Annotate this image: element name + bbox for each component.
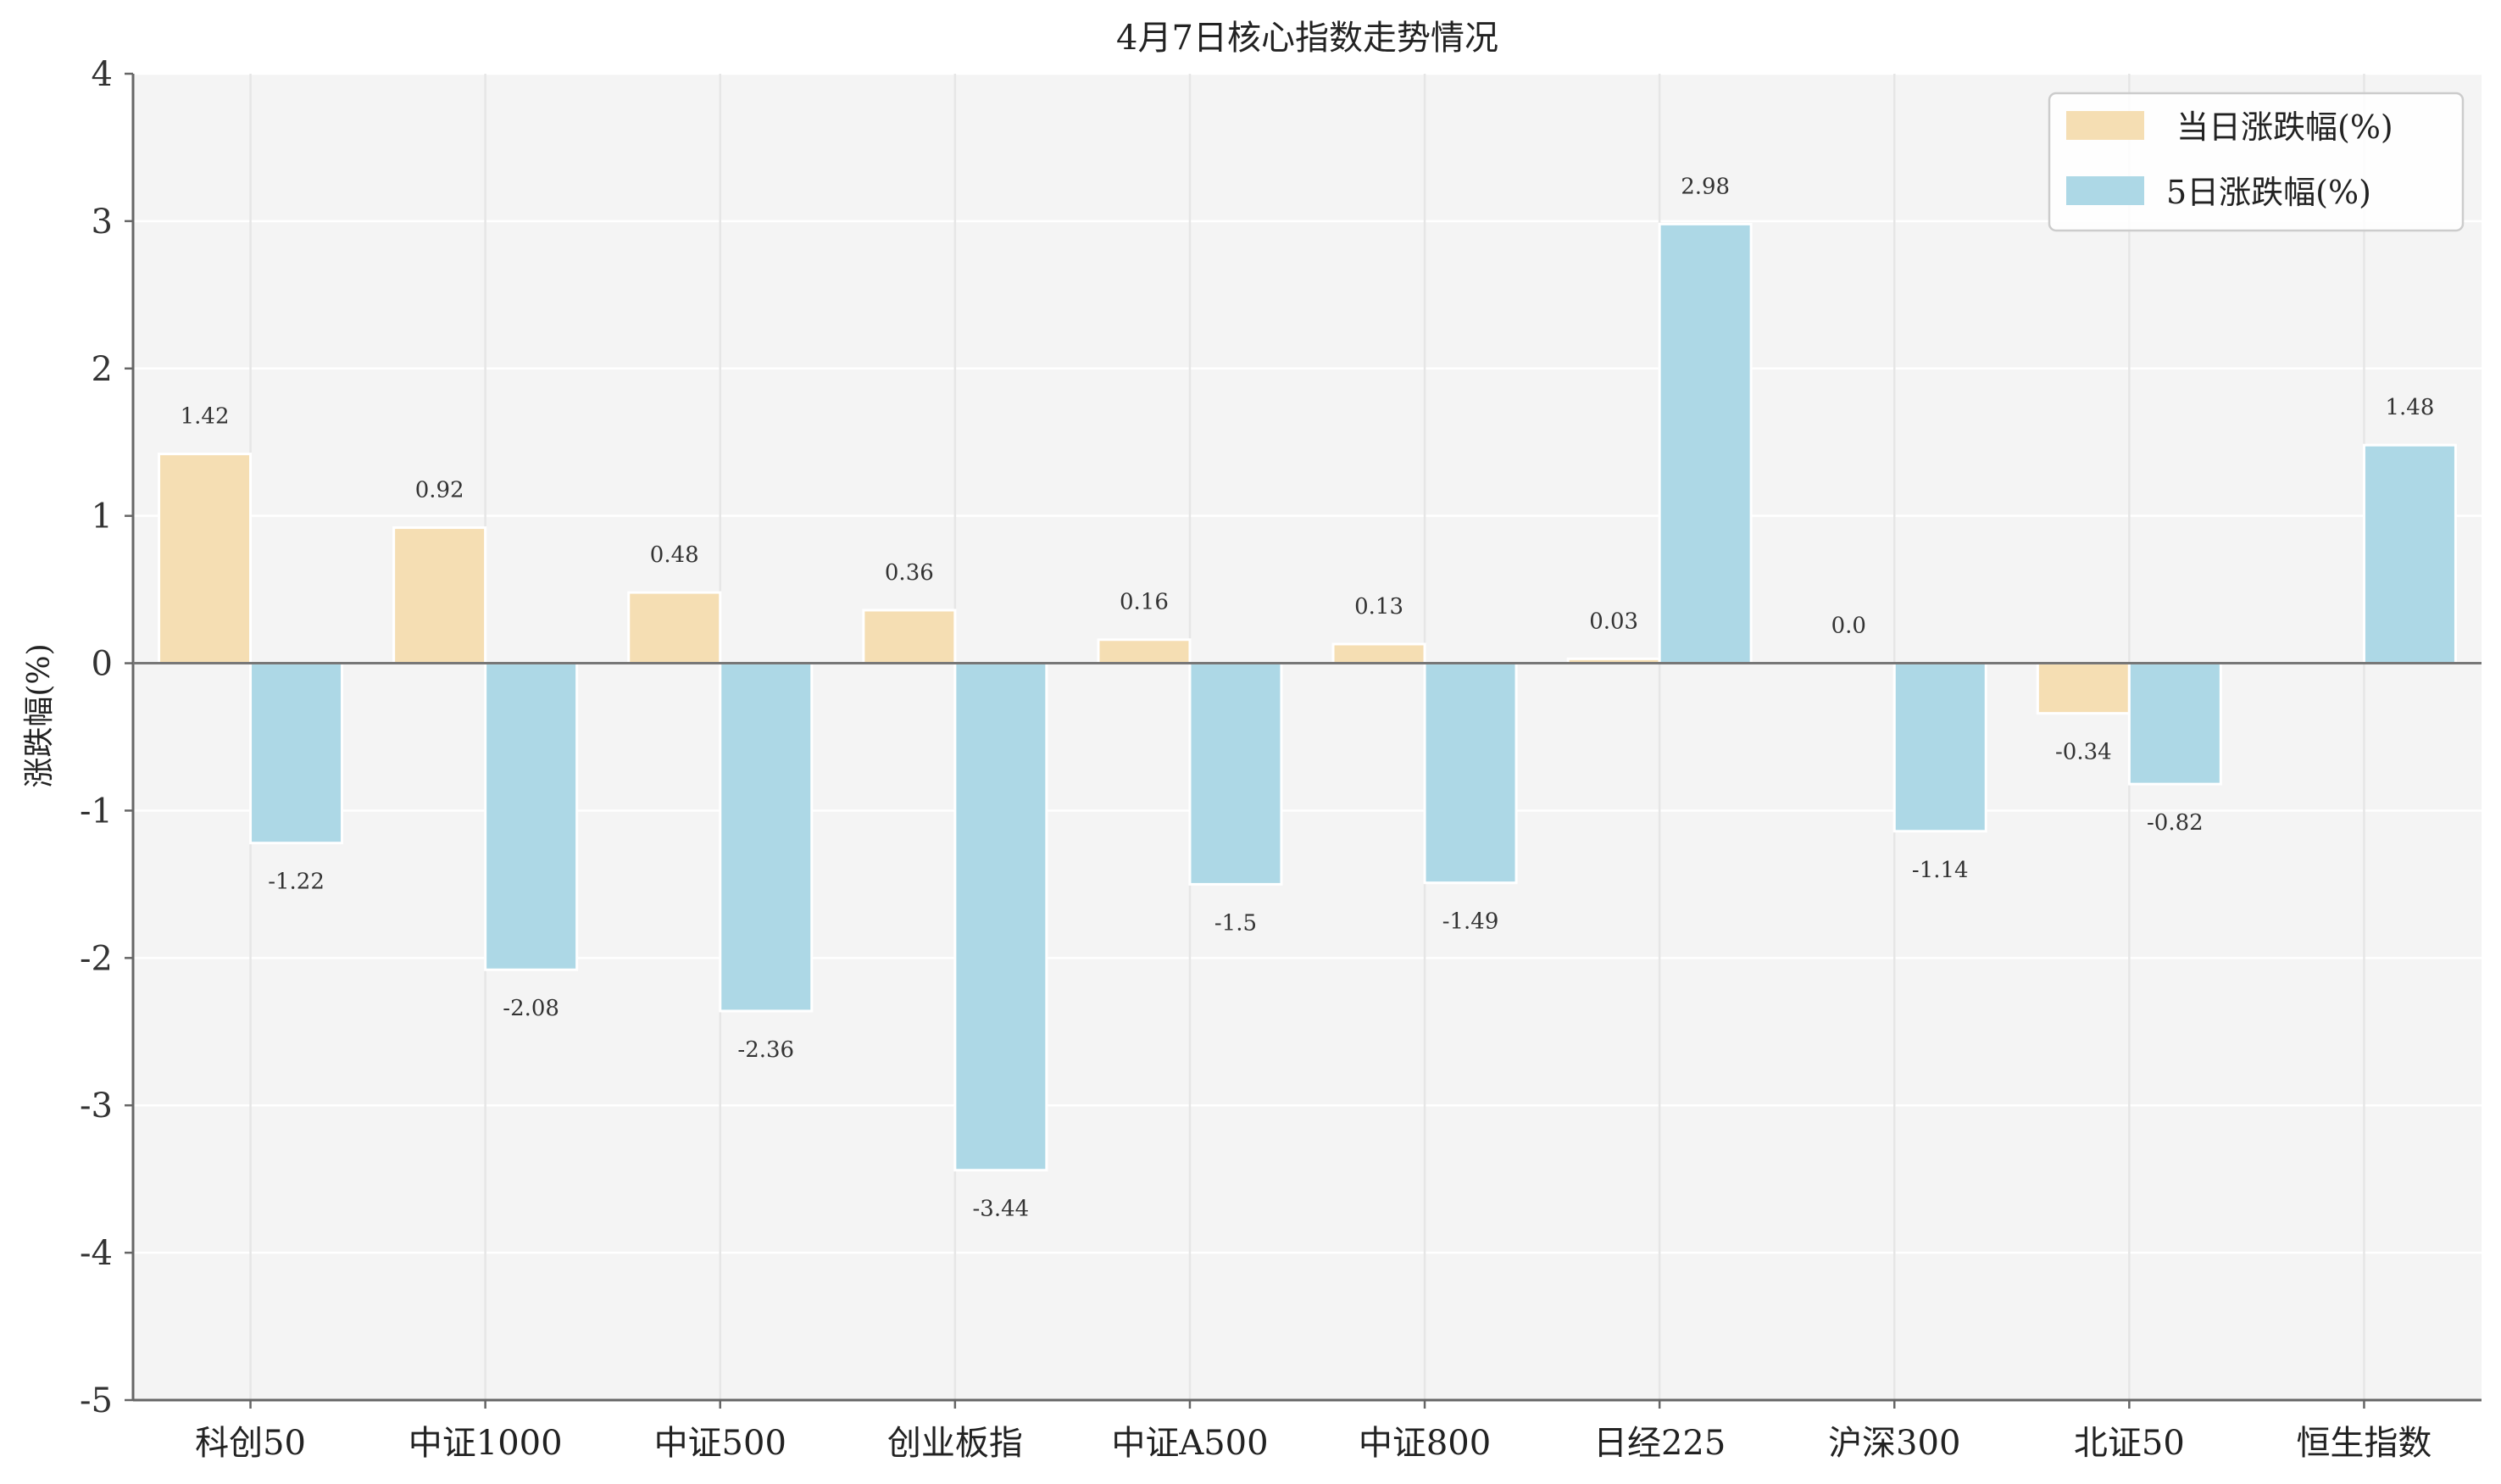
data-label-daily-3: 0.36 xyxy=(885,560,934,586)
x-tick-label: 日经225 xyxy=(1593,1424,1726,1463)
data-label-5day-9: 1.48 xyxy=(2386,395,2435,420)
bar-5day-0 xyxy=(249,662,344,845)
y-tick-label: 4 xyxy=(92,55,113,94)
bar-5day-4 xyxy=(1188,662,1283,886)
x-tick-label: 恒生指数 xyxy=(2296,1424,2432,1463)
legend-label-5day: 5日涨跌幅(%) xyxy=(2166,174,2371,211)
data-label-daily-6: 0.03 xyxy=(1589,609,1638,634)
bar-daily-1 xyxy=(392,526,487,665)
bar-daily-3 xyxy=(862,609,957,665)
x-tick-label: 中证800 xyxy=(1359,1424,1491,1463)
bars xyxy=(158,222,2457,1172)
data-label-daily-7: 0.0 xyxy=(1831,614,1866,639)
y-tick-label: 1 xyxy=(92,497,113,536)
x-tick-label: 中证500 xyxy=(654,1424,786,1463)
x-tick-label: 沪深300 xyxy=(1828,1424,1960,1463)
x-tick-label: 中证1000 xyxy=(408,1424,563,1463)
legend-box xyxy=(2048,92,2465,232)
data-label-5day-6: 2.98 xyxy=(1681,174,1730,199)
x-tick-label: 创业板指 xyxy=(887,1424,1023,1463)
data-label-5day-4: -1.5 xyxy=(1214,910,1257,936)
data-labels: 1.42 0.92 0.48 0.36 0.16 0.13 0.03 0.0 -0.34 -1.2… xyxy=(181,174,2435,1221)
y-tick-label: 0 xyxy=(92,645,113,684)
chart-title: 4月7日核心指数走势情况 xyxy=(1116,19,1498,58)
y-axis-label: 涨跌幅(%) xyxy=(22,643,57,787)
data-label-5day-2: -2.36 xyxy=(737,1037,794,1063)
y-tick-label: -4 xyxy=(80,1234,113,1273)
data-label-daily-4: 0.16 xyxy=(1120,590,1169,615)
bar-5day-8 xyxy=(2127,662,2222,786)
legend: 当日涨跌幅(%) 5日涨跌幅(%) xyxy=(2048,92,2465,232)
data-label-daily-2: 0.48 xyxy=(650,542,699,568)
bar-daily-8 xyxy=(2036,662,2131,715)
data-label-daily-0: 1.42 xyxy=(181,404,230,430)
data-label-daily-5: 0.13 xyxy=(1354,594,1403,620)
bar-5day-5 xyxy=(1423,662,1518,885)
bar-5day-2 xyxy=(719,662,814,1013)
bar-daily-5 xyxy=(1331,642,1426,665)
bar-5day-1 xyxy=(484,662,579,971)
data-label-5day-7: -1.14 xyxy=(1912,858,1969,883)
y-tick-label: -3 xyxy=(80,1087,113,1126)
bar-5day-7 xyxy=(1892,662,1987,833)
y-tick-label: 3 xyxy=(92,203,113,242)
x-tick-label: 北证50 xyxy=(2074,1424,2185,1463)
data-label-5day-5: -1.49 xyxy=(1442,909,1499,935)
data-label-5day-0: -1.22 xyxy=(268,870,325,895)
bar-5day-9 xyxy=(2362,443,2457,665)
data-label-daily-1: 0.92 xyxy=(415,478,464,503)
data-label-5day-8: -0.82 xyxy=(2147,810,2204,836)
y-tick-label: -2 xyxy=(80,939,113,978)
bar-daily-2 xyxy=(627,591,722,665)
tick-labels: 4 3 2 1 0 -1 -2 -3 -4 -5 科创50 中证1000 中证500 创业板指 中证A500… xyxy=(80,55,2432,1463)
bar-5day-6 xyxy=(1658,222,1753,665)
y-tick-label: -5 xyxy=(80,1381,113,1420)
data-label-5day-3: -3.44 xyxy=(973,1197,1030,1222)
legend-swatch-5day xyxy=(2066,176,2144,205)
x-tick-label: 科创50 xyxy=(195,1424,306,1463)
axes xyxy=(131,74,2482,1402)
bar-daily-4 xyxy=(1097,638,1192,665)
legend-swatch-daily xyxy=(2066,111,2144,140)
data-label-daily-8: -0.34 xyxy=(2055,740,2112,765)
data-label-5day-1: -2.08 xyxy=(503,996,559,1021)
y-tick-label: 2 xyxy=(92,350,113,389)
y-tick-label: -1 xyxy=(80,792,113,831)
x-tick-label: 中证A500 xyxy=(1111,1424,1268,1463)
bar-5day-3 xyxy=(953,662,1048,1172)
bar-daily-0 xyxy=(158,453,253,665)
legend-label-daily: 当日涨跌幅(%) xyxy=(2176,108,2393,146)
